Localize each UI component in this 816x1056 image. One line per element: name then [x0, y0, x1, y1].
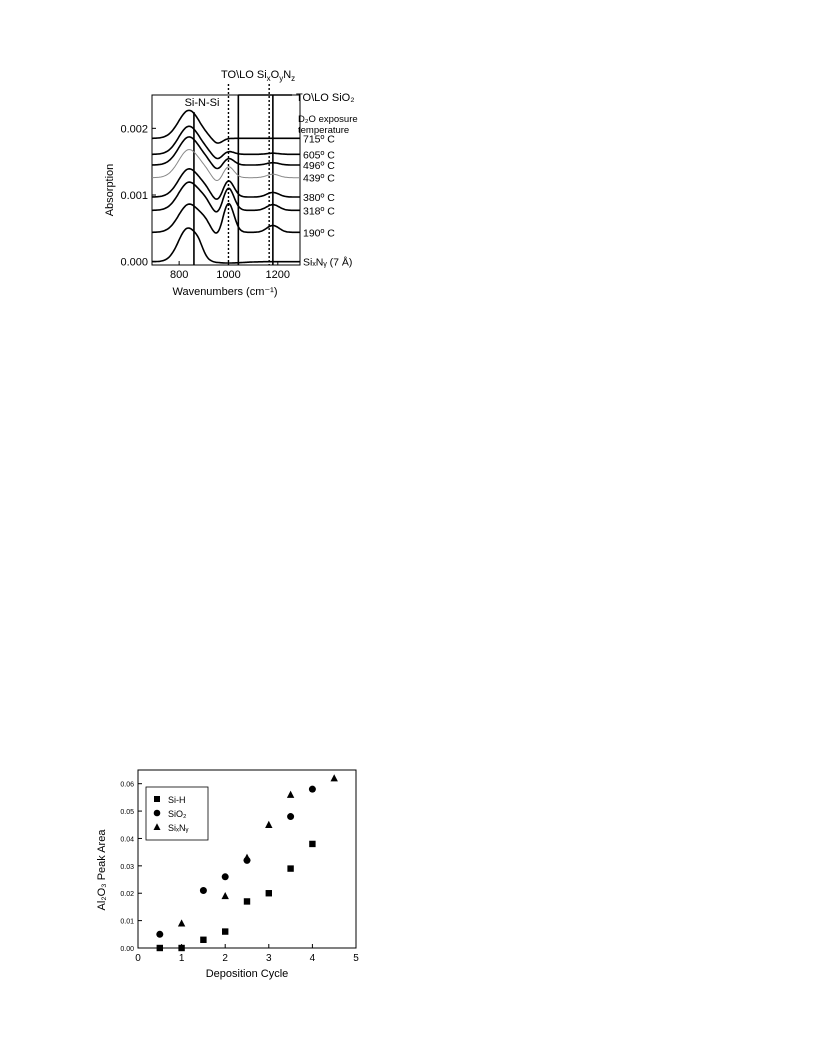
circle-marker	[221, 873, 229, 881]
x-tick-label: 5	[353, 953, 359, 964]
square-marker	[200, 936, 207, 943]
triangle-marker	[330, 774, 338, 782]
y-tick-label: 0.00	[120, 946, 134, 953]
y-tick-label: 0.02	[120, 891, 134, 898]
y-axis-label: Al₂O₃ Peak Area	[96, 829, 108, 911]
x-tick-label: 1000	[216, 269, 240, 281]
series-label: 380º C	[303, 192, 335, 204]
y-tick-label: 0.05	[120, 809, 134, 816]
square-marker	[243, 898, 251, 905]
legend-label: SiO₂	[168, 809, 187, 819]
circle-marker	[287, 813, 295, 821]
square-marker	[265, 890, 272, 897]
axis-ticks: 0 1 2 3 4 5 0.00 0.01 0.02 0.03 0.04 0.05 0.06	[120, 782, 359, 964]
peak-label-sioxny: TO\LO SixOyNz	[221, 69, 295, 83]
series-label: 715º C	[303, 133, 335, 145]
spectrum-curve	[151, 136, 300, 170]
x-tick-label: 1	[179, 953, 185, 964]
x-tick-label: 1200	[266, 269, 290, 281]
y-tick-label: 0.03	[120, 864, 134, 871]
plot-frame	[137, 769, 357, 949]
square-marker	[287, 865, 294, 872]
spectrum-curve	[152, 227, 300, 264]
peak-label-si-n-si: Si-N-Si	[185, 97, 220, 109]
legend-circle-marker	[153, 809, 161, 817]
x-tick-label: 4	[310, 953, 316, 964]
series-label: 496º C	[303, 160, 335, 172]
peak-area-scatter-chart: 0 1 2 3 4 50.000.010.020.030.040.050.06 Si-HS…	[96, 769, 359, 980]
spectrum-curve	[152, 181, 300, 213]
legend-label: SiₓNᵧ	[168, 823, 188, 833]
spectrum-curve	[152, 125, 300, 160]
legend: Si-H SiO₂ SiₓNᵧ	[153, 795, 188, 833]
x-axis-label: Deposition Cycle	[206, 968, 289, 980]
square-marker	[156, 944, 163, 952]
legend-square-marker	[154, 796, 160, 802]
reference-lines	[193, 84, 292, 265]
legend-title-line1: D₂O exposure	[298, 114, 358, 125]
data-points	[156, 774, 338, 952]
circle-marker	[156, 930, 164, 938]
y-tick-label: 0.06	[120, 782, 134, 789]
legend-title-line2: temperature	[298, 125, 349, 136]
y-tick-label: 0.01	[120, 919, 134, 926]
triangle-marker	[221, 891, 229, 900]
square-marker	[222, 928, 229, 935]
x-tick-label: 800	[170, 269, 188, 281]
legend-label: Si-H	[168, 795, 186, 805]
triangle-marker	[177, 919, 186, 927]
x-tick-label: 2	[222, 953, 228, 964]
plot-frame	[151, 94, 301, 266]
triangle-marker	[265, 820, 273, 828]
triangle-marker	[286, 790, 295, 798]
square-marker	[309, 840, 316, 848]
series-label: 190º C	[303, 227, 335, 239]
y-tick-label: 0.001	[120, 190, 148, 202]
spectrum-curve	[152, 202, 300, 234]
square-marker	[178, 944, 185, 952]
axis-ticks: 800 1000 1200 0.000 0.001 0.002	[120, 123, 290, 281]
spectra-curves	[151, 109, 300, 264]
x-axis-label: Wavenumbers (cm⁻¹)	[172, 286, 277, 298]
spectrum-curve	[151, 167, 300, 200]
ftir-spectra-chart: 800 1000 1200 0.000 0.001 0.002 Absorption Wa…	[104, 69, 358, 298]
legend-triangle-marker	[153, 823, 161, 830]
series-label: 605º C	[303, 149, 335, 161]
triangle-marker	[243, 853, 251, 861]
peak-label-sio2: TO\LO SiO₂	[296, 92, 354, 104]
series-label: 439º C	[303, 173, 335, 185]
y-tick-label: 0.000	[120, 257, 148, 269]
y-axis-label: Absorption	[104, 164, 116, 217]
circle-marker	[199, 886, 207, 894]
x-tick-label: 0	[135, 953, 141, 964]
series-label: SiₓNᵧ (7 Å)	[303, 256, 352, 269]
series-label: 318º C	[303, 205, 335, 217]
x-tick-label: 3	[266, 953, 272, 964]
circle-marker	[308, 785, 316, 793]
spectrum-curve	[152, 149, 300, 182]
y-tick-label: 0.04	[120, 836, 134, 843]
spectrum-curve	[152, 109, 300, 144]
y-tick-label: 0.002	[120, 123, 148, 135]
